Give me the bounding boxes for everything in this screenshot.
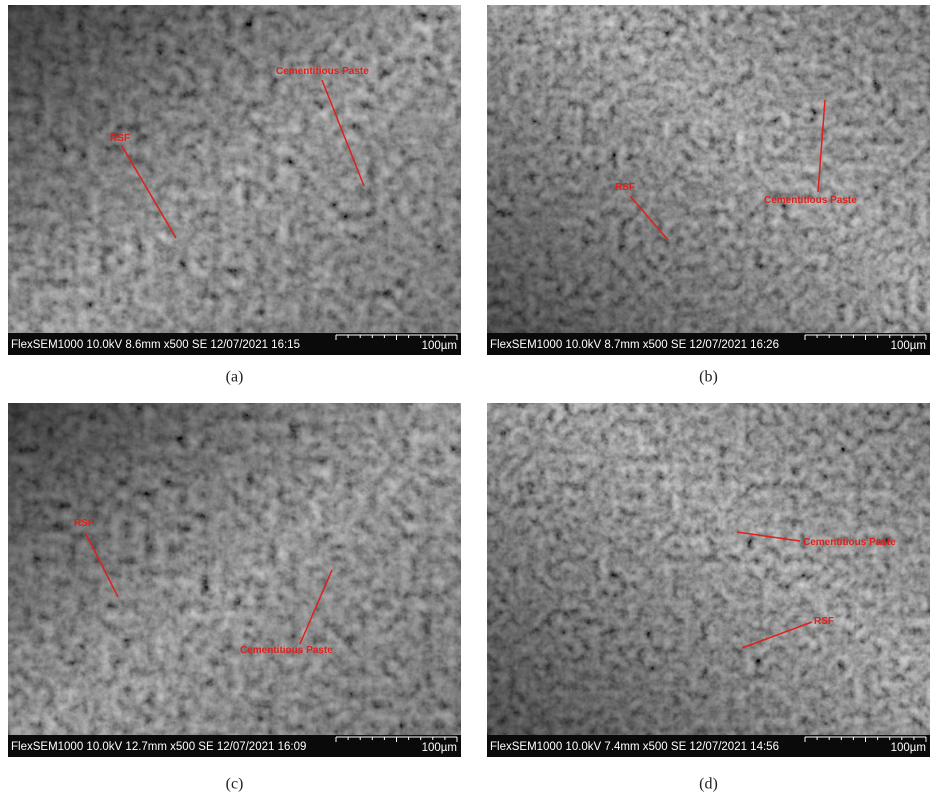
sem-shading [487, 403, 930, 757]
panel-caption: (c) [226, 776, 244, 793]
sem-shading [8, 403, 461, 757]
sem-panel: FlexSEM1000 10.0kV 8.7mm x500 SE 12/07/2… [487, 5, 930, 355]
annotation-label: Cementitious Paste [803, 537, 896, 548]
panel-caption: (a) [226, 369, 244, 386]
sem-panel: FlexSEM1000 10.0kV 8.6mm x500 SE 12/07/2… [8, 5, 461, 355]
info-text: FlexSEM1000 10.0kV 8.7mm x500 SE 12/07/2… [490, 339, 779, 351]
info-text: FlexSEM1000 10.0kV 12.7mm x500 SE 12/07/… [11, 741, 306, 753]
annotation-label: RSF [110, 133, 130, 144]
scale-label: 100µm [422, 742, 457, 754]
sem-panel: FlexSEM1000 10.0kV 12.7mm x500 SE 12/07/… [8, 403, 461, 757]
annotation-label: Cementitious Paste [240, 645, 333, 656]
panel-caption: (d) [699, 776, 718, 793]
annotation-label: RSF [615, 182, 635, 193]
scale-label: 100µm [891, 742, 926, 754]
sem-shading [8, 5, 461, 355]
annotation-label: RSF [814, 616, 834, 627]
annotation-label: RSF [74, 518, 94, 529]
scale-label: 100µm [422, 340, 457, 352]
info-text: FlexSEM1000 10.0kV 8.6mm x500 SE 12/07/2… [11, 339, 300, 351]
info-text: FlexSEM1000 10.0kV 7.4mm x500 SE 12/07/2… [490, 741, 779, 753]
scale-label: 100µm [891, 340, 926, 352]
figure: FlexSEM1000 10.0kV 8.6mm x500 SE 12/07/2… [0, 0, 932, 799]
panel-caption: (b) [699, 369, 718, 386]
annotation-label: Cementitious Paste [764, 195, 857, 206]
sem-panel: FlexSEM1000 10.0kV 7.4mm x500 SE 12/07/2… [487, 403, 930, 757]
sem-shading [487, 5, 930, 355]
annotation-label: Cementitious Paste [276, 66, 369, 77]
